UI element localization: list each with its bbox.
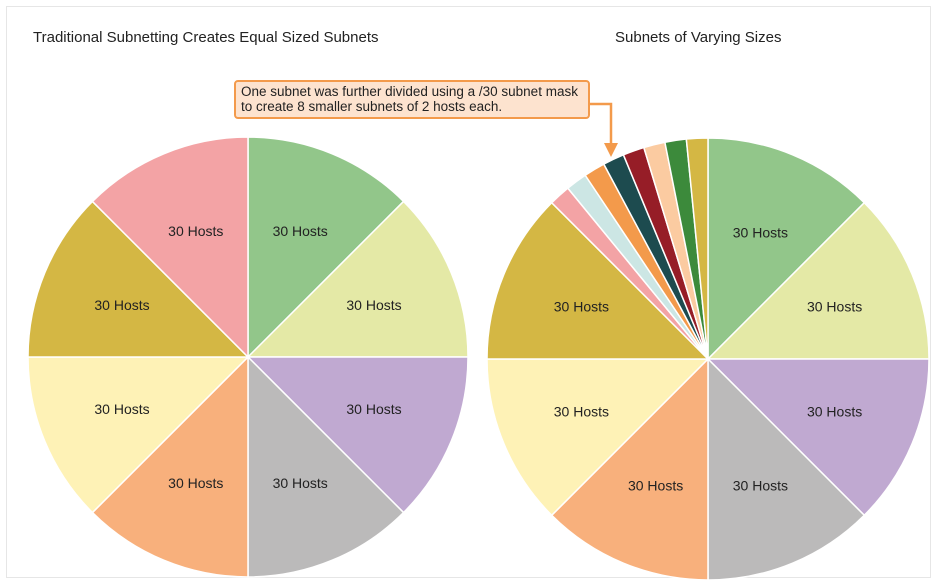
pie-slice — [486, 358, 709, 517]
pie-slice — [707, 358, 930, 517]
slice-label: 30 Hosts — [733, 224, 788, 240]
pie-slice — [91, 136, 249, 358]
slice-label: 30 Hosts — [168, 223, 223, 239]
pie-chart-varying: 30 Hosts 30 Hosts 30 Hosts 30 Hosts 30 Hosts… — [486, 137, 930, 580]
slice-label: 30 Hosts — [807, 403, 862, 419]
callout-annotation: One subnet was further divided using a /… — [234, 80, 590, 119]
pie-slice — [247, 200, 469, 358]
figure-frame — [6, 6, 931, 578]
pie-slice — [486, 201, 709, 360]
pie-slice — [247, 136, 405, 358]
chart-title-traditional: Traditional Subnetting Creates Equal Siz… — [33, 29, 379, 46]
callout-arrow-head — [604, 143, 618, 157]
callout-arrow — [589, 102, 618, 157]
callout-arrow-line — [589, 102, 613, 146]
pie-chart-traditional: 30 Hosts 30 Hosts 30 Hosts 30 Hosts 30 Hosts… — [27, 136, 469, 578]
slice-label: 30 Hosts — [733, 478, 788, 494]
pie-slice — [27, 200, 249, 358]
slice-label: 30 Hosts — [554, 403, 609, 419]
slice-label: 30 Hosts — [346, 297, 401, 313]
slice-label: 30 Hosts — [94, 401, 149, 417]
slice-label: 30 Hosts — [94, 297, 149, 313]
slice-label: 30 Hosts — [346, 401, 401, 417]
pie-slice — [27, 356, 249, 514]
pie-slice — [685, 137, 709, 360]
pie-slice — [707, 201, 930, 360]
slice-label: 30 Hosts — [273, 475, 328, 491]
pie-slice — [247, 356, 469, 514]
pie-slice — [707, 137, 866, 360]
pie-slice — [247, 356, 405, 578]
slice-label: 30 Hosts — [628, 478, 683, 494]
chart-title-varying: Subnets of Varying Sizes — [615, 29, 782, 46]
slice-label: 30 Hosts — [273, 223, 328, 239]
slice-label: 30 Hosts — [554, 299, 609, 315]
slice-label: 30 Hosts — [168, 475, 223, 491]
pie-slice — [91, 356, 249, 578]
slice-label: 30 Hosts — [807, 299, 862, 315]
